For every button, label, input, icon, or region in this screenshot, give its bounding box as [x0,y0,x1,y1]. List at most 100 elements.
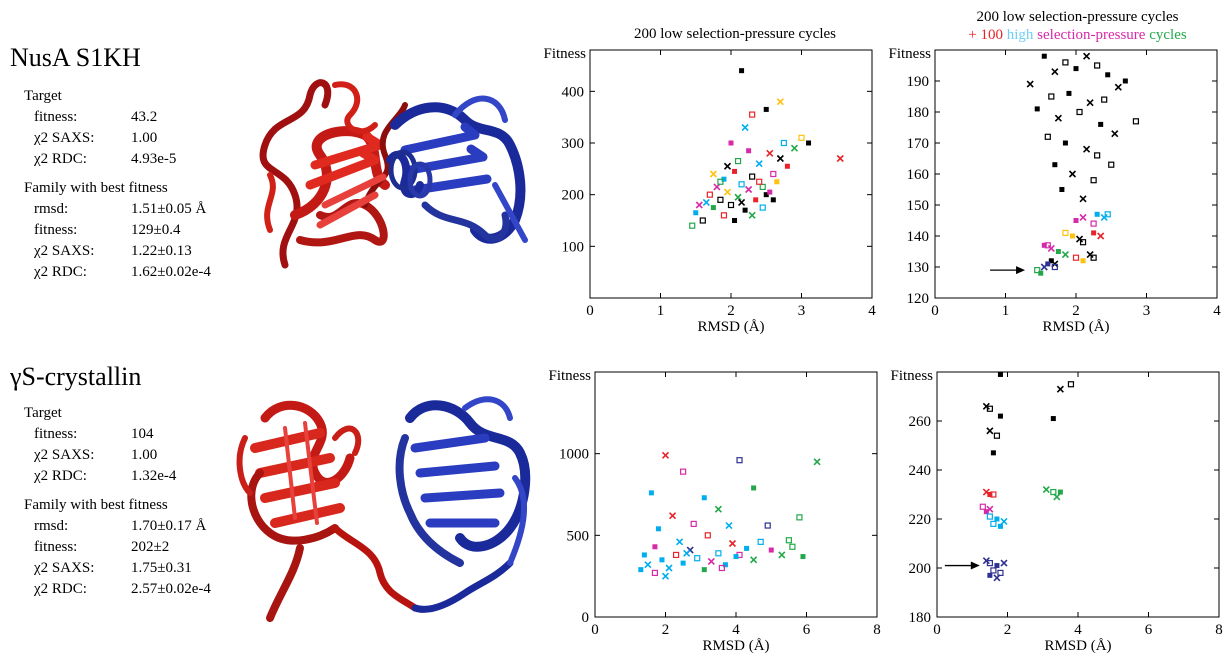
data-point [661,451,670,459]
x-tick-label: 0 [933,622,941,638]
data-point [1054,114,1062,122]
data-point [1104,211,1111,218]
data-point [997,371,1003,377]
data-point [1080,258,1086,264]
data-point [1062,140,1068,146]
data-point [796,514,803,521]
x-axis-label: RMSD (Å) [697,319,764,335]
best-row: rmsd: 1.51±0.05 Å [24,199,211,220]
row-value: 4.93e-5 [131,151,177,167]
row-label: χ2 SAXS: [34,130,95,146]
row-label: χ2 SAXS: [34,243,95,259]
data-point [655,526,661,532]
data-point [738,181,745,188]
data-point [1079,239,1087,246]
data-point [1108,161,1115,168]
x-tick-label: 8 [1215,622,1223,638]
data-point [1094,152,1101,159]
data-point [1098,121,1104,127]
data-point [776,154,784,163]
x-tick-label: 2 [727,303,735,319]
data-point [1090,177,1097,184]
data-point [1000,517,1008,526]
y-tick-label: 100 [562,239,585,255]
title-segment: high [1003,27,1034,43]
x-tick-label: 1 [1002,303,1010,319]
data-point [986,505,994,513]
data-point [1069,233,1075,239]
data-point [1051,68,1059,76]
y-tick-label: 150 [907,198,930,214]
data-point [990,520,997,528]
data-point [1072,254,1080,261]
data-point [1094,211,1100,217]
data-point [652,544,658,550]
row-label: χ2 RDC: [34,151,87,167]
data-point [1000,559,1008,567]
data-point [982,402,990,410]
data-point [780,139,787,147]
data-point [641,552,647,558]
data-point [1048,258,1054,264]
best-family-arrowhead [970,561,980,570]
crystallin-structure-image [236,396,531,622]
row-label: χ2 RDC: [34,581,87,597]
panel-title-nusa: NusA S1KH [10,43,141,72]
x-tick-label: 0 [586,303,594,319]
data-point [763,192,769,198]
data-point [668,512,677,520]
x-tick-label: 3 [798,303,806,319]
data-point [734,193,742,201]
row-label: fitness: [34,539,78,555]
data-point [715,550,722,557]
data-point [749,173,756,180]
data-point [644,561,652,569]
row-label: χ2 SAXS: [34,447,95,463]
data-point [836,154,844,163]
data-point [994,563,1000,569]
data-point [702,198,710,206]
data-point [1101,96,1108,103]
chart-title-low: 200 low selection-pressure cycles [633,26,837,42]
data-point [766,149,774,157]
x-axis-label: RMSD (Å) [1044,638,1111,654]
data-point [723,162,732,170]
row-value: 43.2 [131,109,158,125]
x-axis-label: RMSD (Å) [1042,319,1109,335]
data-point [701,495,707,501]
data-point [1067,381,1075,388]
data-point [1083,145,1091,153]
y-tick-label: 300 [562,136,585,152]
data-point [721,176,727,182]
data-point [1075,235,1084,243]
row-value: 202±2 [131,539,170,555]
data-point [1042,486,1050,494]
panel-title-crystallin: γS-crystallin [10,362,142,391]
best-row: χ2 RDC: 2.57±0.02e-4 [24,579,211,600]
y-tick-label: 200 [562,188,585,204]
data-point [993,432,1001,439]
y-tick-label: 180 [907,105,930,121]
target-row: fitness: 43.2 [24,107,211,128]
data-point [1038,270,1044,276]
row-label: fitness: [34,426,78,442]
x-axis-label: RMSD (Å) [702,638,769,654]
data-point [1079,213,1087,221]
data-point [725,521,733,530]
x-tick-label: 8 [873,622,881,638]
data-point [734,157,742,165]
x-tick-label: 4 [868,303,876,319]
target-row: χ2 RDC: 4.93e-5 [24,149,211,170]
target-heading: Target [24,405,62,421]
data-point [1105,72,1111,78]
data-point [1034,106,1040,112]
data-point [739,68,745,74]
y-tick-label: 240 [909,463,932,479]
y-tick-label: 160 [907,167,930,183]
data-point [986,405,993,412]
data-point [774,179,780,185]
target-row: χ2 SAXS: 1.00 [24,445,211,466]
data-point [665,564,673,572]
data-point [1041,242,1047,248]
data-point [720,212,728,219]
